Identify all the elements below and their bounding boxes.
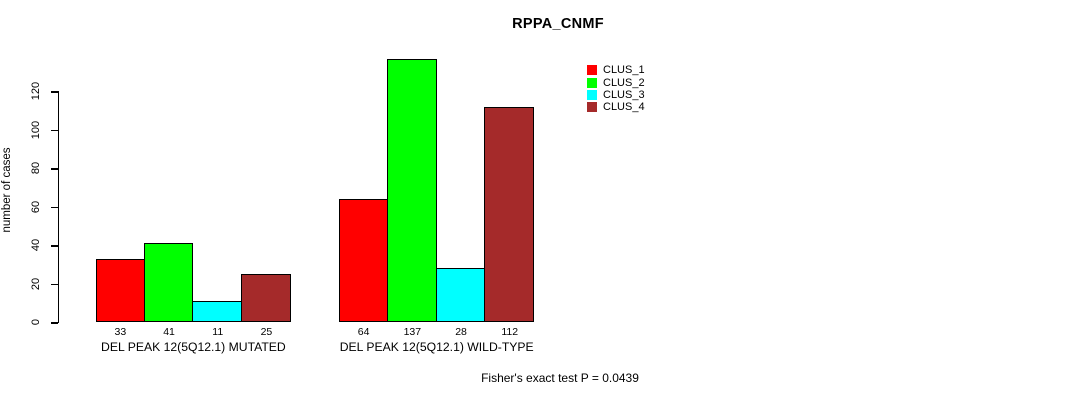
y-axis-tick (50, 245, 58, 247)
legend-swatch-clus_4 (587, 102, 597, 113)
bar-clus_4-group2 (484, 106, 535, 323)
y-axis-tick (50, 283, 58, 286)
y-axis-tick-label: 0 (30, 319, 42, 326)
y-axis-tick-label: 60 (30, 200, 42, 213)
legend-swatch-clus_1 (587, 65, 597, 76)
y-axis-tick-label: 100 (30, 120, 42, 139)
bar-count-label: 112 (501, 325, 519, 338)
fisher-test-annotation: Fisher's exact test P = 0.0439 (481, 371, 639, 385)
y-axis-tick-label: 80 (30, 162, 42, 175)
y-axis-tick (50, 322, 58, 324)
legend-swatch-clus_2 (587, 77, 597, 88)
legend-label: CLUS_2 (603, 76, 645, 89)
y-axis-tick-label: 40 (30, 239, 42, 252)
group-label: DEL PEAK 12(5Q12.1) MUTATED (101, 339, 286, 354)
bar-count-label: 33 (114, 325, 127, 338)
bar-clus_3-group1 (192, 301, 243, 323)
bar-clus_4-group1 (241, 274, 291, 323)
bar-count-label: 64 (357, 325, 370, 338)
bar-clus_1-group2 (339, 199, 388, 323)
bar-clus_2-group1 (143, 243, 194, 323)
y-axis-tick (50, 168, 58, 170)
chart-title: RPPA_CNMF (512, 16, 604, 32)
legend-item-clus_3: CLUS_3 (587, 89, 645, 101)
legend-item-clus_4: CLUS_4 (587, 101, 645, 113)
y-axis-tick-label: 120 (30, 82, 42, 101)
bar-count-label: 137 (403, 325, 422, 338)
legend-label: CLUS_3 (603, 88, 645, 101)
bar-count-label: 28 (455, 325, 467, 338)
y-axis-title: number of cases (1, 147, 13, 233)
group-label: DEL PEAK 12(5Q12.1) WILD-TYPE (339, 339, 534, 354)
bar-count-label: 25 (260, 325, 273, 338)
bar-clus_3-group2 (435, 268, 486, 323)
y-axis-tick (50, 129, 58, 132)
legend: CLUS_1 CLUS_2 CLUS_3 CLUS_4 (587, 64, 645, 114)
y-axis-tick-label: 20 (30, 277, 42, 290)
y-axis-line (57, 91, 59, 324)
bar-clus_2-group2 (387, 58, 437, 323)
y-axis-tick (50, 91, 58, 93)
legend-item-clus_2: CLUS_2 (587, 76, 645, 89)
legend-label: CLUS_1 (603, 64, 645, 77)
legend-swatch-clus_3 (587, 89, 597, 100)
bar-count-label: 11 (212, 325, 224, 338)
legend-item-clus_1: CLUS_1 (587, 64, 645, 76)
bar-count-label: 41 (163, 325, 175, 338)
y-axis-tick (50, 206, 58, 209)
legend-label: CLUS_4 (603, 101, 645, 114)
bar-clus_1-group1 (96, 258, 145, 323)
